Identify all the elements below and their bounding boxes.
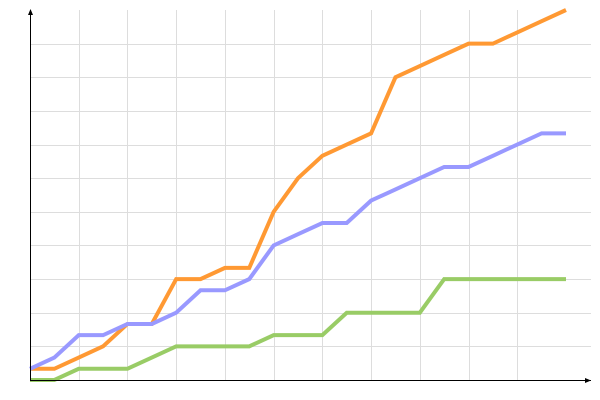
x-axis-arrow-icon (585, 378, 591, 383)
axes (28, 9, 591, 383)
series-line-3 (30, 277, 566, 382)
grid (30, 10, 591, 380)
series-group (29, 8, 567, 382)
series-line-1 (30, 8, 567, 371)
y-axis-arrow-icon (28, 9, 33, 15)
series-line-2 (29, 131, 566, 371)
